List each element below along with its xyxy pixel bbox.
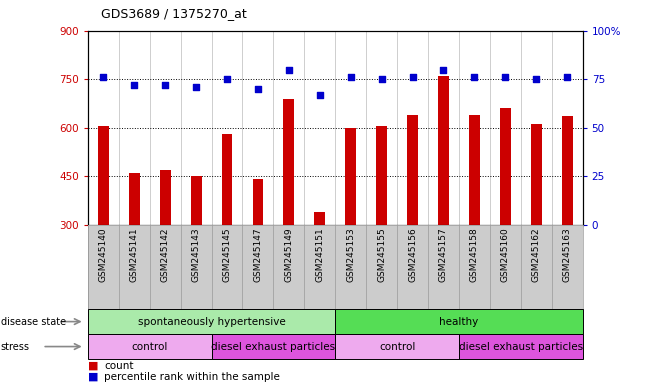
Bar (459, 334, 583, 359)
Text: GSM245142: GSM245142 (161, 227, 170, 282)
Bar (253, 179, 264, 225)
Text: control: control (379, 341, 415, 352)
Text: GSM245147: GSM245147 (253, 227, 262, 282)
Text: diesel exhaust particles: diesel exhaust particles (459, 341, 583, 352)
Text: GSM245140: GSM245140 (99, 227, 108, 282)
Point (376, 76, 387, 82)
Bar (221, 134, 232, 225)
Point (222, 76, 232, 82)
Text: disease state: disease state (1, 316, 66, 327)
Point (284, 66, 294, 73)
Point (314, 92, 325, 98)
Bar (469, 115, 480, 225)
Point (129, 82, 139, 88)
Bar (438, 76, 449, 225)
Text: GSM245156: GSM245156 (408, 227, 417, 282)
Text: ■: ■ (88, 372, 98, 382)
Bar (531, 124, 542, 225)
Bar (129, 173, 140, 225)
Text: GSM245163: GSM245163 (562, 227, 572, 282)
Bar (88, 309, 335, 334)
Text: percentile rank within the sample: percentile rank within the sample (104, 372, 280, 382)
Text: GSM245155: GSM245155 (377, 227, 386, 282)
Text: GSM245143: GSM245143 (191, 227, 201, 282)
Text: GSM245158: GSM245158 (470, 227, 479, 282)
Text: stress: stress (1, 341, 30, 352)
Text: GSM245149: GSM245149 (284, 227, 294, 282)
Bar (191, 176, 202, 225)
Point (160, 82, 171, 88)
Text: control: control (132, 341, 168, 352)
Bar (159, 170, 171, 225)
Text: count: count (104, 361, 133, 371)
Text: ■: ■ (88, 361, 98, 371)
Text: GDS3689 / 1375270_at: GDS3689 / 1375270_at (101, 7, 247, 20)
Point (469, 74, 480, 80)
Text: healthy: healthy (439, 316, 478, 327)
Bar (345, 127, 356, 225)
Bar (212, 334, 335, 359)
Text: GSM245157: GSM245157 (439, 227, 448, 282)
Bar (335, 334, 459, 359)
Bar (98, 126, 109, 225)
Bar (88, 334, 212, 359)
Text: GSM245151: GSM245151 (315, 227, 324, 282)
Bar (407, 115, 418, 225)
Point (191, 84, 201, 90)
Text: GSM245153: GSM245153 (346, 227, 355, 282)
Point (253, 86, 263, 92)
Bar (500, 108, 511, 225)
Point (346, 74, 356, 80)
Text: GSM245162: GSM245162 (532, 227, 541, 282)
Bar (376, 126, 387, 225)
Text: GSM245160: GSM245160 (501, 227, 510, 282)
Bar (283, 99, 294, 225)
Text: GSM245145: GSM245145 (223, 227, 232, 282)
Point (408, 74, 418, 80)
Text: diesel exhaust particles: diesel exhaust particles (212, 341, 335, 352)
Point (98, 74, 109, 80)
Point (531, 76, 542, 82)
Point (562, 74, 572, 80)
Bar (335, 309, 583, 334)
Text: GSM245141: GSM245141 (130, 227, 139, 282)
Point (500, 74, 510, 80)
Bar (562, 116, 573, 225)
Point (438, 66, 449, 73)
Bar (314, 212, 326, 225)
Text: spontaneously hypertensive: spontaneously hypertensive (138, 316, 285, 327)
